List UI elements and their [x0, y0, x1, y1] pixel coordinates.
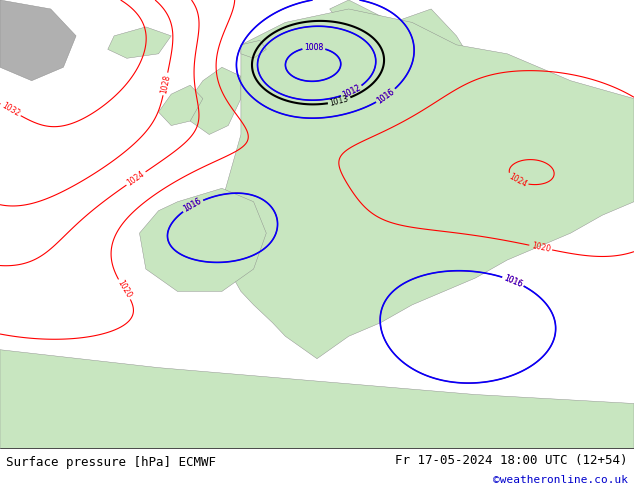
Text: 1013: 1013	[329, 94, 350, 108]
Text: 1016: 1016	[503, 273, 524, 289]
Text: 1024: 1024	[507, 172, 528, 190]
Polygon shape	[241, 40, 266, 58]
Text: 1024: 1024	[126, 169, 146, 188]
Text: Fr 17-05-2024 18:00 UTC (12+54): Fr 17-05-2024 18:00 UTC (12+54)	[395, 454, 628, 466]
Text: 1016: 1016	[375, 87, 396, 105]
Polygon shape	[0, 350, 634, 448]
Text: Surface pressure [hPa] ECMWF: Surface pressure [hPa] ECMWF	[6, 456, 216, 469]
Text: 1012: 1012	[341, 83, 362, 100]
Text: 1016: 1016	[503, 273, 524, 289]
Polygon shape	[108, 27, 171, 58]
Text: 1020: 1020	[115, 279, 133, 300]
Text: 1016: 1016	[375, 87, 396, 105]
Text: 1016: 1016	[182, 197, 204, 214]
Polygon shape	[158, 85, 203, 125]
Polygon shape	[330, 0, 476, 98]
Text: 1016: 1016	[182, 197, 204, 214]
Text: 1032: 1032	[0, 101, 21, 119]
Polygon shape	[216, 9, 634, 359]
Text: 1028: 1028	[159, 74, 172, 94]
Text: 1020: 1020	[531, 241, 551, 254]
Polygon shape	[139, 188, 266, 292]
Text: 1008: 1008	[304, 43, 323, 52]
Text: ©weatheronline.co.uk: ©weatheronline.co.uk	[493, 475, 628, 485]
Text: 1008: 1008	[304, 43, 323, 52]
Polygon shape	[190, 67, 241, 135]
Polygon shape	[0, 0, 76, 81]
Text: 1012: 1012	[341, 83, 362, 100]
